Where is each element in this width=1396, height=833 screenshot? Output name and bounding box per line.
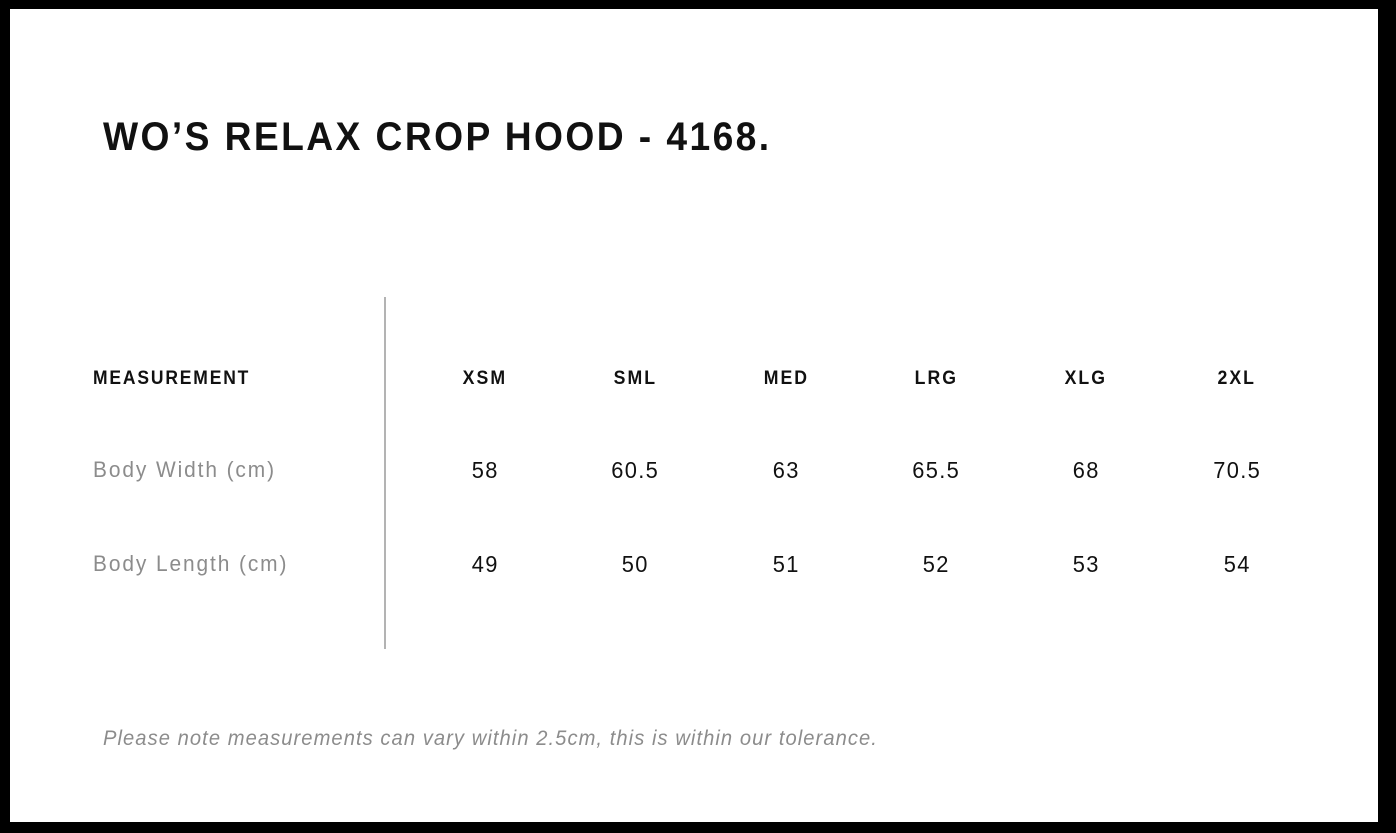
- row-value: 49: [471, 550, 499, 577]
- table-header-row: MEASUREMENT XSM SML MED LRG XLG: [10, 359, 1378, 399]
- size-header-label: MED: [763, 368, 809, 389]
- size-header-label: 2XL: [1217, 368, 1257, 389]
- row-value-cell: 58: [415, 450, 555, 490]
- table-row: Body Width (cm) 58 60.5 63 65.5 68: [10, 450, 1378, 490]
- row-value-cell: 50: [565, 544, 705, 584]
- size-header-med: MED: [716, 359, 856, 399]
- size-chart-panel: WO’S RELAX CROP HOOD - 4168. MEASUREMENT…: [10, 9, 1378, 822]
- page-title: WO’S RELAX CROP HOOD - 4168.: [103, 115, 772, 159]
- row-value: 51: [772, 550, 800, 577]
- row-label-cell: Body Length (cm): [93, 544, 373, 584]
- row-value: 63: [772, 456, 800, 483]
- row-value-cell: 49: [415, 544, 555, 584]
- row-value-cell: 60.5: [565, 450, 705, 490]
- measurement-header-cell: MEASUREMENT: [93, 359, 373, 399]
- row-value-cell: 54: [1167, 544, 1307, 584]
- size-header-sml: SML: [565, 359, 705, 399]
- row-value: 65.5: [912, 456, 960, 483]
- size-header-label: XSM: [462, 368, 508, 389]
- column-divider: [384, 297, 386, 649]
- row-label: Body Width (cm): [93, 457, 276, 482]
- tolerance-note: Please note measurements can vary within…: [103, 727, 878, 750]
- row-value: 58: [471, 456, 499, 483]
- row-value-cell: 63: [716, 450, 856, 490]
- row-value: 50: [621, 550, 649, 577]
- size-header-xsm: XSM: [415, 359, 555, 399]
- row-label: Body Length (cm): [93, 551, 289, 576]
- row-value: 70.5: [1213, 456, 1261, 483]
- row-value-cell: 51: [716, 544, 856, 584]
- size-header-label: SML: [613, 368, 657, 389]
- size-header-label: XLG: [1064, 368, 1108, 389]
- measurement-header-label: MEASUREMENT: [93, 368, 251, 389]
- row-value-cell: 52: [866, 544, 1006, 584]
- row-value-cell: 68: [1016, 450, 1156, 490]
- row-value: 53: [1072, 550, 1100, 577]
- row-value: 54: [1223, 550, 1251, 577]
- size-header-label: LRG: [914, 368, 958, 389]
- size-header-lrg: LRG: [866, 359, 1006, 399]
- row-label-cell: Body Width (cm): [93, 450, 373, 490]
- row-value-cell: 53: [1016, 544, 1156, 584]
- row-value-cell: 65.5: [866, 450, 1006, 490]
- size-header-xlg: XLG: [1016, 359, 1156, 399]
- row-value: 68: [1072, 456, 1100, 483]
- table-row: Body Length (cm) 49 50 51 52 53: [10, 544, 1378, 584]
- row-value: 60.5: [611, 456, 659, 483]
- row-value: 52: [922, 550, 950, 577]
- row-value-cell: 70.5: [1167, 450, 1307, 490]
- size-header-2xl: 2XL: [1167, 359, 1307, 399]
